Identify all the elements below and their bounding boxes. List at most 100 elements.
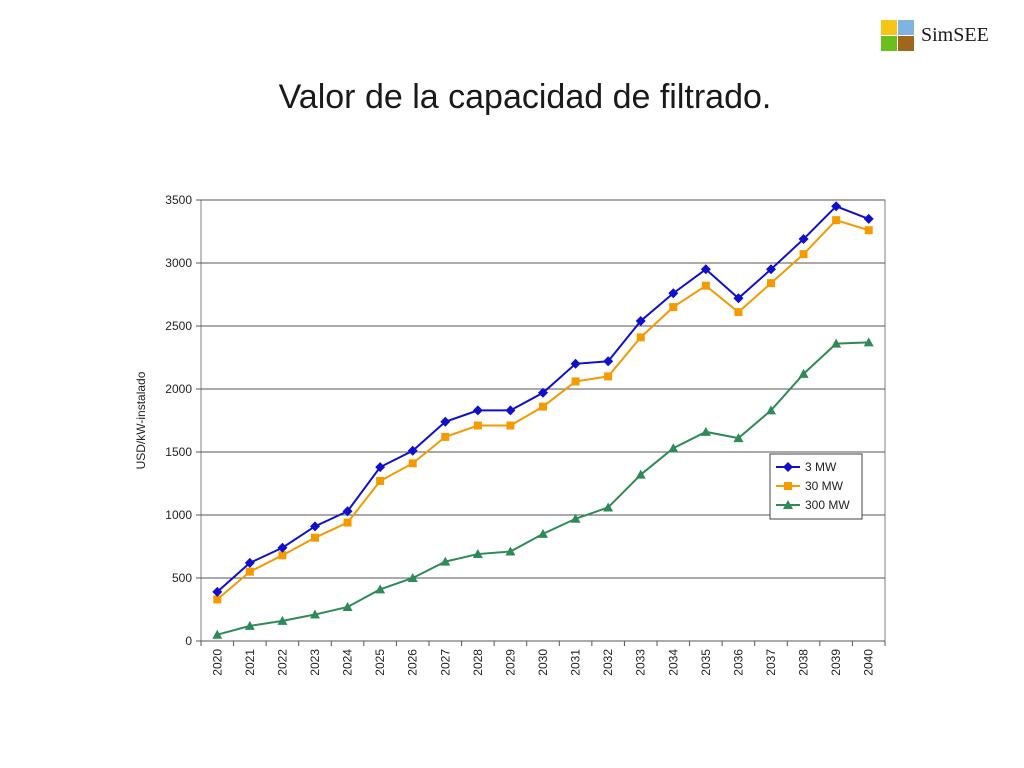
data-point [766,405,776,415]
data-point [408,459,417,468]
data-point [343,518,352,527]
x-tick-label: 2027 [438,649,452,676]
data-point [440,556,451,566]
logo-cell [881,20,897,35]
data-point [603,502,614,512]
data-point [407,445,418,456]
data-point [278,551,287,560]
data-point [213,595,222,604]
y-tick-label: 1000 [165,508,192,522]
x-tick-label: 2034 [666,649,680,676]
y-tick-label: 3000 [165,256,192,270]
data-point [244,620,255,630]
y-tick-label: 2500 [165,319,192,333]
data-point [700,426,711,436]
data-point [571,377,580,386]
x-tick-label: 2023 [308,649,322,676]
logo-cell [881,36,897,51]
data-point [244,557,255,568]
data-point [798,234,809,245]
data-point [375,462,386,473]
y-tick-label: 3500 [165,193,192,207]
data-point [342,506,353,517]
legend-swatch-marker [783,500,793,509]
logo-cell [898,36,914,51]
x-tick-label: 2026 [406,649,420,676]
data-point [701,281,710,290]
data-point [310,609,320,619]
data-point [604,372,613,381]
logo-cell [898,20,914,35]
data-point [506,421,515,430]
data-point [212,586,223,597]
x-tick-label: 2030 [536,649,550,676]
x-tick-label: 2038 [797,649,811,676]
x-tick-label: 2022 [275,649,289,676]
x-tick-label: 2024 [341,649,355,676]
legend-swatch-marker [784,482,792,490]
data-point [799,250,808,259]
data-point [311,533,319,542]
legend-entry-label: 30 MW [805,479,844,493]
data-point [570,513,581,523]
legend-entry-label: 300 MW [805,498,850,512]
data-point [441,432,450,441]
data-point [766,264,776,275]
slide-title: Valor de la capacidad de filtrado. [278,78,772,116]
data-point [473,421,482,430]
data-point [603,356,614,367]
x-tick-label: 2032 [601,649,615,676]
y-tick-label: 0 [185,634,192,648]
y-tick-label: 500 [172,571,192,585]
data-point [798,368,809,378]
data-point [538,528,548,538]
y-axis-label: USD/kW-instalado [134,371,148,469]
data-point [669,303,678,312]
y-tick-label: 1500 [165,445,192,459]
data-point [831,338,842,348]
data-point [700,264,711,275]
data-point [733,433,744,443]
legend-entry-label: 3 MW [805,460,837,474]
data-point [310,521,320,532]
x-tick-label: 2037 [764,649,778,676]
y-tick-label: 2000 [165,382,192,396]
data-point [376,476,385,485]
data-point [863,337,874,347]
legend-swatch-marker [783,462,793,472]
simsee-logo: SimSEE [881,20,1011,54]
data-point [505,546,516,556]
x-tick-label: 2031 [569,649,583,676]
data-point [864,226,873,235]
data-point [505,405,516,416]
data-point [635,469,646,479]
data-point [472,405,483,416]
data-point [245,567,254,576]
data-point [538,387,548,398]
data-point [636,333,645,342]
x-tick-label: 2036 [731,649,745,676]
data-point [668,288,679,299]
data-point [831,201,842,212]
data-point [767,279,775,288]
x-tick-label: 2035 [699,649,713,676]
data-point [734,308,743,317]
data-point [570,358,581,369]
x-tick-label: 2028 [471,649,485,676]
data-point [539,402,547,411]
data-point [832,216,841,225]
data-point [407,573,418,582]
x-tick-label: 2020 [210,649,224,676]
x-tick-label: 2040 [862,649,876,676]
data-point [375,584,386,594]
data-point [472,549,483,559]
data-point [212,629,223,639]
logo-grid-icon [881,20,915,52]
data-point [635,315,646,326]
x-tick-label: 2025 [373,649,387,676]
data-point [668,443,679,453]
x-tick-label: 2033 [634,649,648,676]
data-point [277,542,288,553]
data-point [277,615,288,625]
